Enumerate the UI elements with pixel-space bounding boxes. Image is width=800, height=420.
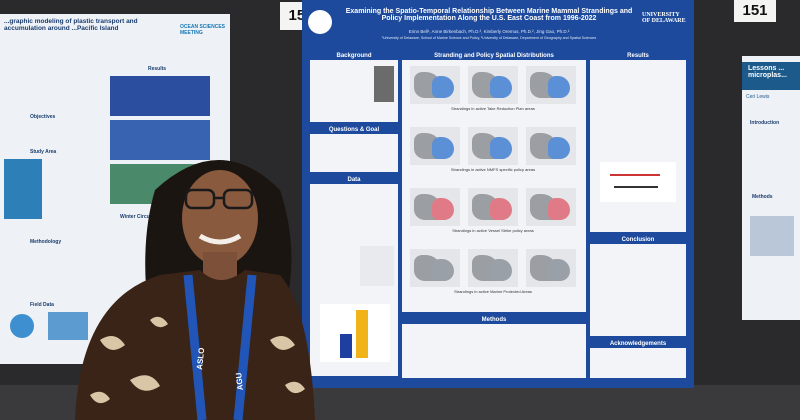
data-map: [360, 246, 394, 286]
right-poster: Lessons ... microplas... Ceri Lewis Intr…: [742, 56, 800, 320]
map-caption: Strandings in active Vessel Strike polic…: [452, 228, 534, 233]
osm-logo: OCEAN SCIENCES MEETING: [180, 24, 226, 36]
panel-heading: Methods: [402, 316, 586, 324]
panel-heading: Conclusion: [590, 236, 686, 244]
right-poster-author: Ceri Lewis: [746, 94, 770, 100]
section-heading: Results: [148, 66, 167, 72]
lanyard: [183, 274, 257, 420]
section-heading: Methods: [752, 194, 773, 200]
section-heading: Methodology: [30, 239, 62, 245]
map: [410, 66, 460, 104]
map: [526, 188, 576, 226]
glasses: [184, 188, 254, 210]
section-heading: Objectives: [30, 114, 56, 120]
panel: Results: [590, 52, 686, 232]
maps-panel: Stranding and Policy Spatial Distributio…: [402, 52, 586, 312]
map-caption: Strandings in active Marine Protected Ar…: [454, 289, 532, 294]
pie-figure: [10, 314, 34, 338]
map: [410, 188, 460, 226]
map: [526, 66, 576, 104]
face: [182, 170, 258, 266]
panel-heading: Questions & Goal: [310, 126, 398, 134]
panel-heading: Acknowledgements: [590, 340, 686, 348]
center-poster: Examining the Spatio-Temporal Relationsh…: [302, 0, 694, 388]
photo: [374, 66, 394, 102]
panel-heading: Background: [310, 52, 398, 60]
panel: Methods: [402, 316, 586, 378]
figure: [750, 216, 794, 256]
seal-logo: [308, 10, 332, 34]
left-poster-title: ...graphic modeling of plastic transport…: [4, 18, 138, 32]
section-heading: Field Data: [30, 302, 54, 308]
lanyard-text: AGU: [234, 372, 245, 391]
panel: Background: [310, 52, 398, 122]
result-map: [110, 120, 210, 160]
study-area-map: [4, 159, 42, 219]
map: [410, 127, 460, 165]
field-photo: [48, 312, 88, 340]
poster-affiliation: ¹University of Delaware, School of Marin…: [381, 36, 597, 40]
poster-authors: Erinn Bell¹, Anne Birkenbach, Ph.D.², Ki…: [408, 29, 570, 34]
map: [468, 127, 518, 165]
map: [526, 127, 576, 165]
smile: [198, 233, 242, 245]
map: [468, 66, 518, 104]
map-caption: Strandings in active NMFS specific polic…: [450, 167, 536, 172]
section-heading: Study Area: [30, 149, 57, 155]
map: [468, 249, 518, 287]
section-heading: Introduction: [750, 120, 780, 126]
panel-heading: Data: [310, 176, 398, 184]
person: ASLO AGU: [75, 160, 315, 420]
ud-logo: UNIVERSITY OF DELAWARE: [642, 12, 686, 24]
bar-figure: [320, 304, 390, 362]
panel-heading: Results: [590, 52, 686, 60]
poster-title: Examining the Spatio-Temporal Relationsh…: [345, 8, 633, 22]
result-map: [110, 76, 210, 116]
right-poster-title: Lessons ... microplas...: [748, 65, 787, 79]
panel: Questions & Goal: [310, 126, 398, 172]
board-number: 151: [734, 0, 776, 22]
map: [468, 188, 518, 226]
panel: Data: [310, 176, 398, 376]
panel: Acknowledgements: [590, 340, 686, 378]
title-band: [742, 62, 800, 90]
panel-heading: Stranding and Policy Spatial Distributio…: [402, 52, 586, 60]
map: [526, 249, 576, 287]
results-figure: [600, 162, 676, 202]
lanyard-text: ASLO: [195, 347, 206, 370]
panel: Conclusion: [590, 236, 686, 336]
map: [410, 249, 460, 287]
map-caption: Strandings in active Take Reduction Plan…: [451, 106, 535, 111]
sweater-pattern: [90, 316, 305, 404]
section-heading: Winter Circulation: [120, 214, 164, 220]
